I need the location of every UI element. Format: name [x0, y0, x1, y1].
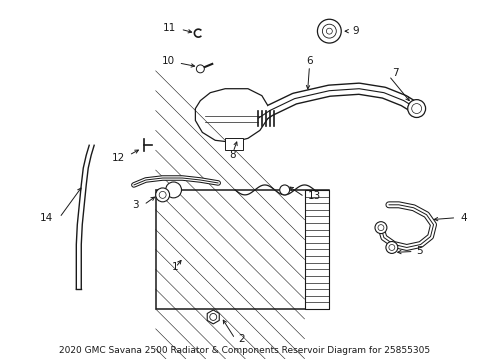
Text: 2020 GMC Savana 2500 Radiator & Components Reservoir Diagram for 25855305: 2020 GMC Savana 2500 Radiator & Componen…: [59, 346, 431, 355]
Text: 14: 14: [40, 213, 53, 223]
Text: 8: 8: [229, 150, 235, 160]
Circle shape: [322, 24, 336, 38]
Bar: [225, 138, 243, 150]
Text: 13: 13: [308, 191, 321, 201]
Circle shape: [196, 65, 204, 73]
Bar: [305, 190, 329, 309]
Text: 3: 3: [132, 200, 139, 210]
Circle shape: [389, 244, 395, 251]
Text: 10: 10: [161, 56, 174, 66]
Circle shape: [318, 19, 341, 43]
Text: 9: 9: [352, 26, 359, 36]
Bar: [156, 190, 329, 309]
Text: 5: 5: [416, 247, 423, 256]
Circle shape: [378, 225, 384, 231]
Text: 2: 2: [238, 334, 245, 344]
Polygon shape: [196, 89, 268, 142]
Circle shape: [386, 242, 398, 253]
Text: 11: 11: [163, 23, 176, 33]
Circle shape: [412, 104, 421, 113]
Circle shape: [210, 314, 217, 320]
Text: 4: 4: [460, 213, 467, 223]
Circle shape: [280, 185, 290, 195]
Circle shape: [408, 100, 426, 117]
Circle shape: [166, 182, 181, 198]
Circle shape: [326, 28, 332, 34]
Circle shape: [375, 222, 387, 234]
Text: 7: 7: [392, 68, 398, 78]
Circle shape: [159, 192, 166, 198]
Text: 12: 12: [112, 153, 125, 163]
Text: 6: 6: [306, 56, 313, 66]
Circle shape: [156, 188, 170, 202]
Text: 1: 1: [172, 262, 179, 272]
